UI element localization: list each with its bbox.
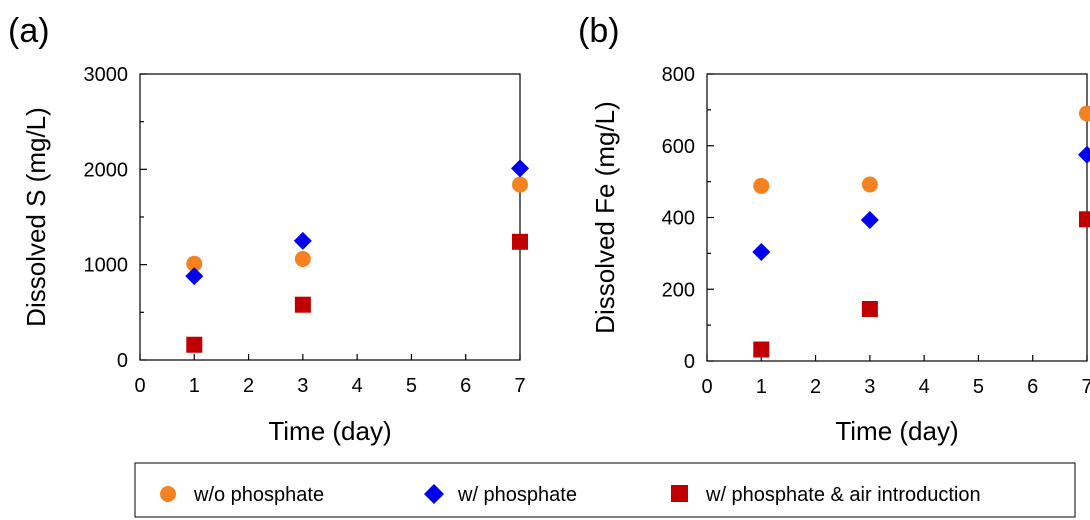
x-tick-label: 4 — [919, 376, 930, 398]
data-point-circle — [294, 250, 311, 267]
data-point-diamond — [1078, 145, 1090, 164]
data-point-circle — [1079, 105, 1090, 122]
data-point-square — [512, 233, 528, 250]
data-point-square — [753, 341, 770, 358]
x-tick-label: 1 — [756, 376, 767, 398]
legend-item-1: w/ phosphate — [424, 484, 577, 506]
plot-area — [706, 73, 1088, 362]
legend: w/o phosphate w/ phosphate w/ phosphate … — [134, 462, 1076, 518]
y-tick-label: 3000 — [84, 64, 129, 86]
x-tick-label: 0 — [134, 375, 145, 397]
x-tick-label: 5 — [973, 376, 984, 398]
y-axis-title: Dissolved Fe (mg/L) — [590, 101, 620, 334]
legend-box — [134, 462, 1076, 518]
x-tick-label: 7 — [514, 375, 525, 397]
x-tick-label: 3 — [864, 376, 875, 398]
legend-label: w/o phosphate — [193, 484, 324, 506]
x-tick-label: 0 — [701, 376, 712, 398]
y-tick-label: 200 — [662, 279, 695, 301]
data-point-square — [186, 336, 203, 353]
data-point-diamond — [752, 242, 771, 261]
x-tick-label: 6 — [1027, 376, 1038, 398]
y-tick-label: 1000 — [84, 255, 129, 277]
x-tick-label: 2 — [243, 375, 254, 397]
panel-label: (a) — [8, 12, 50, 50]
data-point-diamond — [511, 159, 529, 178]
legend-label: w/ phosphate & air introduction — [705, 484, 981, 506]
data-point-circle — [861, 176, 878, 193]
legend-item-2: w/ phosphate & air introduction — [671, 484, 981, 506]
data-point-square — [1079, 211, 1090, 228]
data-point-square — [294, 296, 311, 313]
data-point-circle — [186, 255, 203, 272]
y-tick-label: 2000 — [84, 159, 129, 181]
data-point-circle — [512, 176, 528, 193]
legend-item-0: w/o phosphate — [160, 484, 324, 506]
y-tick-label: 0 — [684, 351, 695, 373]
y-axis-title: Dissolved S (mg/L) — [21, 107, 51, 327]
legend-marker-circle — [160, 486, 176, 502]
x-tick-label: 2 — [810, 376, 821, 398]
legend-label: w/ phosphate — [457, 484, 577, 506]
chart-panel-a: (a) 0 1000 2000 3000 0 1 2 3 4 5 6 7 Time (day) Dissol… — [8, 12, 529, 446]
x-tick-label: 7 — [1081, 376, 1090, 398]
legend-marker-diamond — [424, 484, 444, 504]
x-axis-title: Time (day) — [268, 416, 391, 446]
y-tick-label: 800 — [662, 64, 695, 86]
plot-area — [139, 73, 521, 361]
panel-label: (b) — [578, 12, 620, 50]
x-tick-label: 4 — [352, 375, 363, 397]
y-tick-label: 0 — [117, 350, 128, 372]
chart-panel-b: (b) 0 200 400 600 800 0 1 2 3 4 5 6 7 Time (day) Dissol… — [578, 12, 1090, 446]
data-point-diamond — [293, 231, 312, 250]
y-tick-label: 600 — [662, 136, 695, 158]
x-axis-title: Time (day) — [835, 416, 958, 446]
x-tick-label: 3 — [297, 375, 308, 397]
x-tick-label: 1 — [189, 375, 200, 397]
x-tick-label: 6 — [460, 375, 471, 397]
y-tick-label: 400 — [662, 208, 695, 230]
data-point-square — [861, 300, 878, 317]
x-tick-label: 5 — [406, 375, 417, 397]
data-point-circle — [753, 177, 770, 194]
legend-marker-square — [671, 485, 688, 502]
data-point-diamond — [185, 267, 204, 286]
data-point-diamond — [860, 211, 879, 230]
